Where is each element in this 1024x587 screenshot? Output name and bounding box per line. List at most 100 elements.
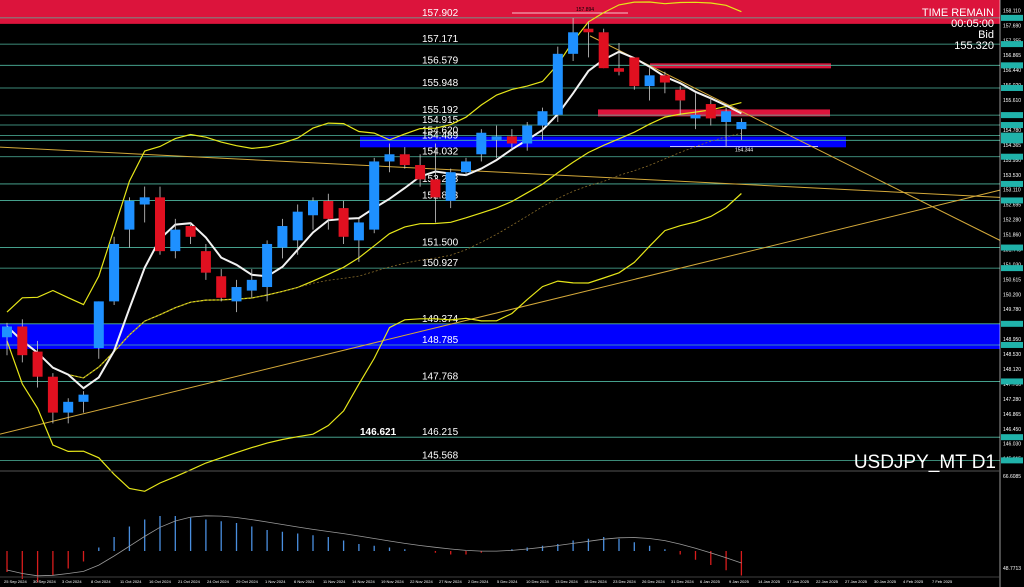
date-axis-tick: 21 Oct 2024 — [178, 579, 201, 584]
trendline-flat — [0, 146, 1001, 198]
date-axis-tick: 10 Dec 2024 — [526, 579, 549, 584]
date-axis-tick: 11 Nov 2024 — [323, 579, 346, 584]
bollinger-upper — [6, 1, 742, 313]
candle-body — [506, 136, 517, 144]
price-axis-tick: 150.615 — [1003, 277, 1021, 283]
candle-body — [277, 226, 288, 248]
date-axis-tick: 5 Dec 2024 — [497, 579, 518, 584]
date-axis-tick: 16 Oct 2024 — [149, 579, 172, 584]
price-axis-tick: 153.950 — [1003, 158, 1021, 164]
date-axis-tick: 31 Dec 2024 — [671, 579, 694, 584]
candles — [2, 17, 747, 424]
candle-body — [323, 200, 334, 219]
candle-body — [2, 326, 12, 338]
candle-body — [78, 394, 89, 402]
level-price-tag — [1001, 112, 1023, 119]
date-axis-tick: 6 Nov 2024 — [294, 579, 315, 584]
candle-body — [338, 208, 349, 237]
trendline-rising — [0, 189, 1001, 435]
candle-body — [262, 243, 273, 288]
candle-body — [705, 104, 716, 119]
candle-body — [430, 179, 441, 198]
price-axis-tick: 152.695 — [1003, 203, 1021, 209]
level-price-tag — [1001, 180, 1023, 187]
candle-body — [155, 197, 165, 252]
price-axis-tick: 158.110 — [1003, 8, 1021, 14]
price-axis-tick: 153.530 — [1003, 173, 1021, 179]
swing-high-label: 157.894 — [576, 7, 594, 13]
date-axis-tick: 9 Jan 2025 — [729, 579, 750, 584]
level-label: 147.768 — [422, 371, 459, 382]
price-axis-tick: 154.365 — [1003, 143, 1021, 149]
price-axis-tick: 153.110 — [1003, 188, 1021, 194]
level-label: 154.915 — [422, 115, 459, 126]
candle-body — [47, 376, 58, 413]
date-axis-tick: 27 Nov 2024 — [439, 579, 462, 584]
level-label: 157.902 — [422, 8, 459, 19]
resistance-zone-upper — [650, 63, 831, 69]
level-price-tag — [1001, 122, 1023, 129]
candle-body — [614, 68, 624, 72]
price-axis-tick: 156.865 — [1003, 53, 1021, 59]
candle-body — [415, 165, 426, 180]
bid-label: Bid — [978, 29, 994, 41]
date-axis-tick: 24 Oct 2024 — [207, 579, 230, 584]
price-axis-tick: 148.120 — [1003, 367, 1021, 373]
candle-body — [246, 279, 257, 291]
price-axis-tick: 150.200 — [1003, 292, 1021, 298]
candle-body — [124, 200, 135, 230]
candle-body — [308, 200, 318, 216]
date-axis-tick: 19 Nov 2024 — [381, 579, 404, 584]
price-axis-tick: 148.950 — [1003, 337, 1021, 343]
price-axis-tick: 146.865 — [1003, 412, 1021, 418]
price-axis-tick: 155.610 — [1003, 98, 1021, 104]
info-panel: TIME REMAIN 00:05:00 Bid 155.320 — [922, 8, 994, 52]
price-axis: 158.110157.690157.255156.865156.440156.0… — [999, 0, 1023, 587]
date-axis-tick: 1 Nov 2024 — [265, 579, 286, 584]
level-price-tag — [1001, 14, 1023, 21]
candle-body — [17, 326, 28, 356]
bollinger-lower — [6, 193, 742, 492]
date-axis-tick: 11 Oct 2024 — [120, 579, 142, 584]
candle-body — [200, 251, 211, 273]
date-axis-tick: 29 Oct 2024 — [236, 579, 259, 584]
candle-body — [690, 114, 701, 119]
price-axis-tick: 151.860 — [1003, 233, 1021, 239]
candle-body — [170, 229, 181, 252]
price-axis-tick: 156.440 — [1003, 68, 1021, 74]
level-price-tag — [1001, 84, 1023, 91]
candle-body — [384, 154, 395, 162]
candle-body — [461, 161, 471, 173]
candle-body — [629, 57, 640, 87]
candle-body — [675, 89, 686, 101]
level-label: 154.032 — [422, 147, 459, 158]
top-resistance-band — [0, 0, 1000, 24]
candle-body — [598, 32, 609, 69]
time-remain-label: TIME REMAIN — [921, 7, 994, 19]
date-axis-tick: 22 Nov 2024 — [410, 579, 433, 584]
date-axis-tick: 6 Jan 2025 — [700, 579, 721, 584]
indicator-signal-line — [6, 515, 742, 577]
candle-body — [583, 28, 594, 33]
candle-body — [139, 197, 150, 205]
candle-body — [32, 351, 43, 377]
level-label: 148.785 — [422, 335, 459, 346]
level-label: 146.215 — [422, 427, 459, 438]
level-lines: 157.902 157.171 156.579 155.948 155.192154.9… — [0, 8, 1000, 461]
candle-body — [231, 287, 242, 302]
level-label: 150.927 — [422, 258, 459, 269]
price-axis-tick: 147.280 — [1003, 397, 1021, 403]
level-price-tag — [1001, 378, 1023, 385]
level-price-tag — [1001, 244, 1023, 251]
level-price-tag — [1001, 153, 1023, 160]
date-axis-tick: 27 Jan 2025 — [845, 579, 868, 584]
price-axis-tick: 147.700 — [1003, 382, 1021, 388]
price-axis-tick: 152.280 — [1003, 218, 1021, 224]
candle-body — [491, 136, 502, 140]
date-axis-tick: 3 Oct 2024 — [62, 579, 82, 584]
candle-body — [292, 211, 303, 241]
level-label: 151.500 — [422, 238, 459, 249]
time-remain-value: 00:05:00 — [951, 18, 994, 30]
